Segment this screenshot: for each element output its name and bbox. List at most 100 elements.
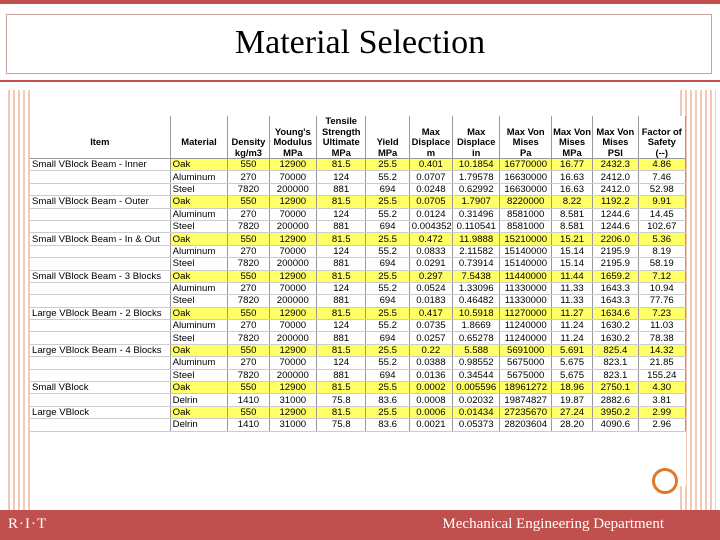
value-cell: 694 (365, 257, 410, 271)
value-cell: 7820 (227, 294, 270, 308)
value-cell: 694 (365, 331, 410, 345)
value-cell: 11.24 (551, 331, 594, 345)
value-cell: 2206.0 (592, 232, 639, 246)
value-cell: 825.4 (592, 343, 639, 358)
value-cell: 12900 (269, 232, 317, 246)
value-cell: 10.94 (638, 282, 687, 296)
value-cell: 18.96 (551, 381, 594, 395)
item-cell (30, 331, 171, 345)
value-cell: 16630000 (499, 170, 552, 184)
value-cell: 2750.1 (592, 381, 639, 395)
header-line2-cell: Modulus (269, 136, 317, 148)
value-cell: 1.79578 (452, 170, 501, 184)
item-cell (30, 418, 171, 432)
value-cell: 5.691 (551, 343, 594, 358)
value-cell: 200000 (269, 220, 317, 234)
value-cell: 200000 (269, 294, 317, 308)
material-cell: Steel (170, 183, 229, 197)
value-cell: 270 (227, 282, 270, 296)
value-cell: 75.8 (316, 393, 367, 407)
value-cell: 16.63 (551, 170, 594, 184)
item-cell (30, 319, 171, 333)
table-row: Aluminum 270 70000 124 55.2 0.0707 1.79578 1663… (30, 170, 687, 184)
material-cell: Oak (170, 343, 229, 358)
value-cell: 0.417 (409, 306, 454, 321)
value-cell: 11.27 (551, 306, 594, 321)
value-cell: 2882.6 (592, 393, 639, 407)
value-cell: 0.401 (409, 157, 454, 172)
value-cell: 8220000 (499, 195, 552, 209)
value-cell: 81.5 (316, 232, 367, 246)
material-cell: Aluminum (170, 319, 229, 333)
units-cell: MPa (269, 147, 317, 159)
value-cell: 2.11582 (452, 245, 501, 259)
value-cell: 11.33 (551, 282, 594, 296)
value-cell: 11270000 (499, 306, 552, 321)
header-line1-cell (30, 116, 171, 137)
units-cell: PSI (592, 147, 639, 159)
value-cell: 9.91 (638, 195, 687, 209)
material-cell: Oak (170, 306, 229, 321)
table-row: Aluminum 270 70000 124 55.2 0.0735 1.8669 11240… (30, 319, 687, 333)
value-cell: 2.96 (638, 418, 687, 432)
value-cell: 7.5438 (452, 269, 501, 283)
header-line2-cell: Material (170, 136, 229, 148)
value-cell: 1643.3 (592, 294, 639, 308)
value-cell: 0.73914 (452, 257, 501, 271)
material-cell: Steel (170, 220, 229, 234)
value-cell: 81.5 (316, 306, 367, 321)
value-cell: 1244.6 (592, 220, 639, 234)
value-cell: 8.19 (638, 245, 687, 259)
value-cell: 78.38 (638, 331, 687, 345)
value-cell: 0.0833 (409, 245, 454, 259)
value-cell: 5.36 (638, 232, 687, 246)
material-cell: Oak (170, 405, 229, 420)
header-line1-cell: Max Von (551, 116, 594, 137)
header-line2-cell: Ultimate (316, 136, 367, 148)
value-cell: 16.63 (551, 183, 594, 197)
value-cell: 12900 (269, 269, 317, 283)
header-row-1: Young's Tensile Strength Max Max Max Von Max … (30, 115, 687, 137)
item-cell (30, 369, 171, 383)
value-cell: 55.2 (365, 245, 410, 259)
value-cell: 0.05373 (452, 418, 501, 432)
header-line2-cell: Mises (592, 136, 639, 148)
value-cell: 3950.2 (592, 405, 639, 420)
value-cell: 55.2 (365, 319, 410, 333)
value-cell: 1244.6 (592, 208, 639, 221)
value-cell: 11330000 (499, 282, 552, 296)
value-cell: 881 (316, 183, 367, 197)
item-cell (30, 257, 171, 271)
item-cell: Small VBlock (30, 381, 171, 395)
item-cell: Small VBlock Beam - 3 Blocks (30, 269, 171, 283)
value-cell: 14.32 (638, 343, 687, 358)
material-cell: Steel (170, 294, 229, 308)
value-cell: 550 (227, 343, 270, 358)
value-cell: 4.86 (638, 157, 687, 172)
value-cell: 10.5918 (452, 306, 501, 321)
value-cell: 0.62992 (452, 183, 501, 197)
value-cell: 4.30 (638, 381, 687, 395)
value-cell: 55.2 (365, 282, 410, 296)
value-cell: 28.20 (551, 418, 594, 432)
value-cell: 1643.3 (592, 282, 639, 296)
value-cell: 81.5 (316, 343, 367, 358)
value-cell: 70000 (269, 319, 317, 333)
value-cell: 200000 (269, 183, 317, 197)
value-cell: 0.0388 (409, 356, 454, 370)
value-cell: 81.5 (316, 157, 367, 172)
value-cell: 0.34544 (452, 369, 501, 383)
table-row: Large VBlock Beam - 2 Blocks Oak 550 12900 8… (30, 306, 687, 321)
header-line2-cell: Displace (452, 136, 501, 148)
material-cell: Aluminum (170, 245, 229, 259)
title-bar (0, 0, 720, 82)
value-cell: 55.2 (365, 170, 410, 184)
material-cell: Steel (170, 257, 229, 271)
value-cell: 270 (227, 356, 270, 370)
value-cell: 70000 (269, 356, 317, 370)
value-cell: 8.581 (551, 208, 594, 221)
header-line1-cell: Tensile Strength (316, 115, 367, 137)
material-cell: Oak (170, 195, 229, 209)
value-cell: 124 (316, 356, 367, 370)
value-cell: 15.14 (551, 257, 594, 271)
